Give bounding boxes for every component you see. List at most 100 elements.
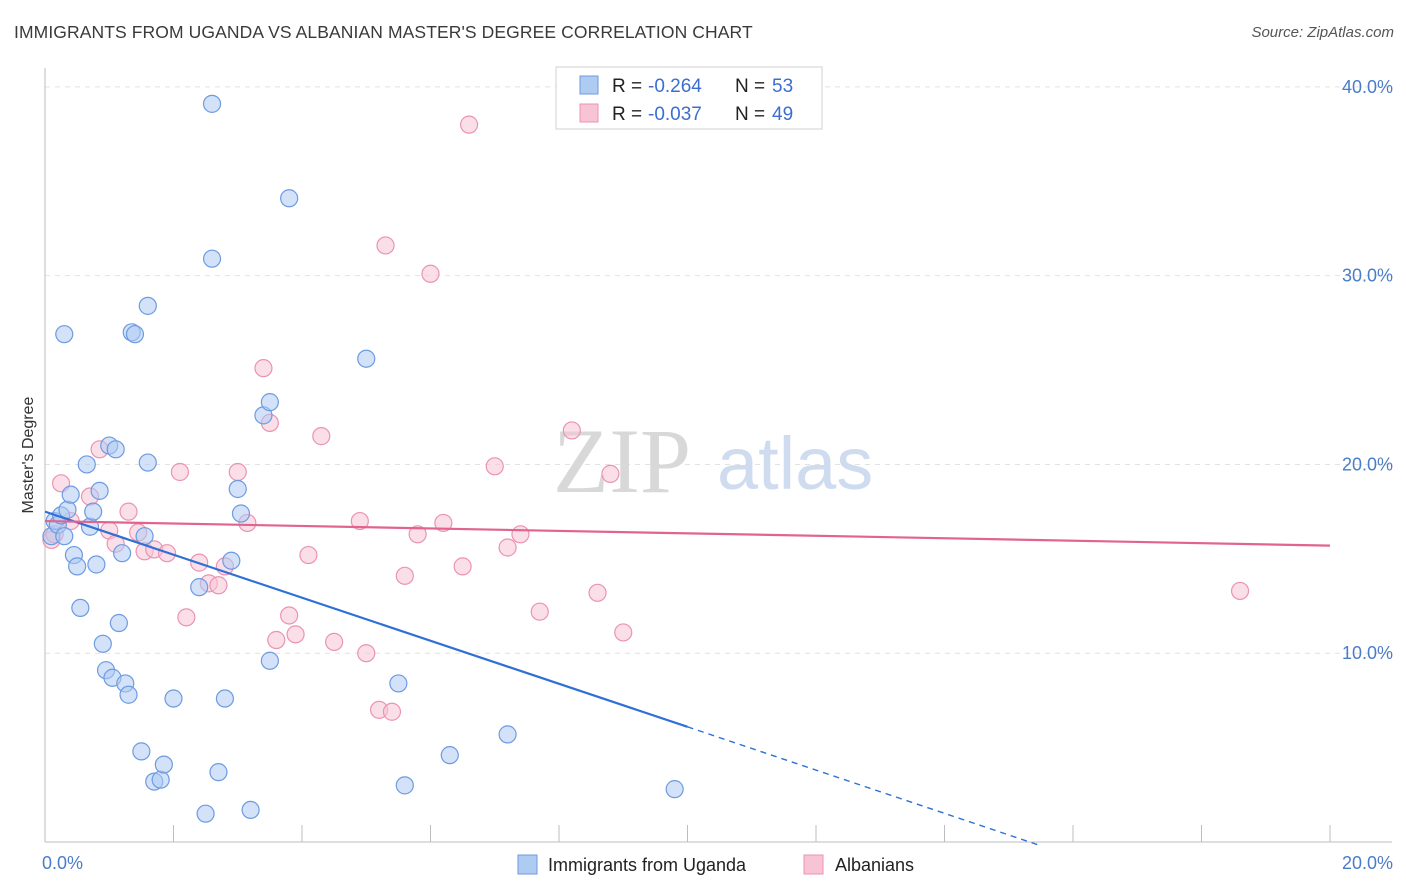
albanians-point xyxy=(614,623,633,642)
uganda-point xyxy=(154,755,173,774)
uganda-point xyxy=(665,780,684,799)
albanians-trend-line xyxy=(44,519,1331,547)
uganda-point xyxy=(87,555,106,574)
stats-legend: R = -0.264 N = 53 R = -0.037 N = 49 xyxy=(555,66,823,130)
albanians-point xyxy=(408,525,427,544)
legend-n-value-uganda: 53 xyxy=(772,76,793,97)
uganda-point xyxy=(215,689,234,708)
uganda-point xyxy=(119,685,138,704)
albanians-point xyxy=(421,264,440,283)
uganda-point xyxy=(55,325,74,344)
albanians-point xyxy=(382,702,402,721)
albanians-point xyxy=(357,644,376,663)
albanians-point xyxy=(286,625,305,644)
albanians-point xyxy=(498,538,517,557)
y-tick-label: 40.0% xyxy=(1342,77,1393,97)
watermark: ZIP atlas xyxy=(553,410,873,512)
uganda-point xyxy=(202,249,222,268)
uganda-point xyxy=(132,742,151,761)
uganda-point xyxy=(222,551,241,570)
uganda-point xyxy=(260,651,279,670)
uganda-point xyxy=(151,770,170,789)
albanians-point xyxy=(170,462,190,482)
albanians-point xyxy=(177,608,196,627)
albanians-point xyxy=(254,359,273,378)
uganda-point xyxy=(228,479,247,499)
albanians-point xyxy=(1230,581,1250,601)
bottom-legend-label-albania: Albanians xyxy=(835,855,914,875)
y-tick-labels: 10.0% 20.0% 30.0% 40.0% xyxy=(1342,77,1393,663)
uganda-point xyxy=(280,189,299,208)
albanians-point xyxy=(299,545,318,565)
uganda-point xyxy=(71,598,90,618)
albanians-point xyxy=(395,566,414,585)
albanians-point xyxy=(601,464,620,483)
legend-r-value-uganda: -0.264 xyxy=(648,76,702,97)
albanians-point xyxy=(228,462,247,482)
albanians-point xyxy=(312,427,331,446)
uganda-point xyxy=(77,455,96,474)
uganda-point xyxy=(440,746,459,765)
uganda-point xyxy=(357,349,376,368)
source-label: Source: ZipAtlas.com xyxy=(1251,24,1394,41)
uganda-point xyxy=(389,674,408,693)
uganda-point xyxy=(202,94,222,113)
legend-swatch-uganda xyxy=(579,75,599,95)
albanians-point xyxy=(325,632,344,651)
albanians-point xyxy=(511,525,530,544)
uganda-points xyxy=(42,94,684,823)
uganda-point xyxy=(498,725,517,744)
albanians-point xyxy=(280,606,299,625)
bottom-legend-swatch-uganda xyxy=(517,854,538,875)
albanians-point xyxy=(459,115,479,134)
albanians-point xyxy=(453,557,472,576)
uganda-point xyxy=(395,776,414,795)
uganda-point xyxy=(93,634,112,653)
albanians-point xyxy=(209,576,228,595)
uganda-trend-line xyxy=(44,510,688,728)
bottom-legend-swatch-albania xyxy=(803,854,824,875)
uganda-point xyxy=(61,485,80,504)
legend-n-label-uganda: N = xyxy=(735,76,765,97)
uganda-point xyxy=(112,544,132,563)
albanians-point xyxy=(530,602,549,621)
legend-r-value-albania: -0.037 xyxy=(648,104,702,125)
gridlines xyxy=(45,86,1392,654)
series-legend: Immigrants from Uganda Albanians xyxy=(517,854,914,875)
legend-n-value-albania: 49 xyxy=(772,104,793,125)
albanians-point xyxy=(376,236,395,255)
trend-lines xyxy=(44,510,1331,847)
y-tick-label: 20.0% xyxy=(1342,454,1393,474)
x-tick-labels: 0.0% 20.0% xyxy=(42,853,1393,873)
y-tick-label: 10.0% xyxy=(1342,643,1393,663)
y-tick-label: 30.0% xyxy=(1342,266,1393,286)
uganda-trend-extension xyxy=(687,726,1042,847)
albanians-point xyxy=(485,457,504,476)
uganda-point xyxy=(190,578,209,597)
x-tick-label-min: 0.0% xyxy=(42,853,83,873)
y-axis-label: Master's Degree xyxy=(20,396,37,513)
uganda-point xyxy=(106,440,125,459)
legend-r-label-uganda: R = xyxy=(612,76,642,97)
watermark-atlas: atlas xyxy=(717,422,873,505)
uganda-point xyxy=(164,689,183,708)
albanians-point xyxy=(267,630,286,650)
uganda-point xyxy=(55,527,74,546)
uganda-point xyxy=(84,502,103,521)
chart-title: IMMIGRANTS FROM UGANDA VS ALBANIAN MASTE… xyxy=(14,22,753,42)
albanians-point xyxy=(434,513,453,533)
uganda-point xyxy=(109,613,128,633)
legend-n-label-albania: N = xyxy=(735,104,765,125)
uganda-point xyxy=(138,296,157,315)
axes xyxy=(44,68,1392,843)
albanians-point xyxy=(588,583,607,602)
uganda-point xyxy=(90,481,109,500)
x-tick-label-max: 20.0% xyxy=(1342,853,1393,873)
uganda-point xyxy=(260,393,279,412)
legend-swatch-albania xyxy=(579,103,599,123)
uganda-point xyxy=(241,800,260,820)
uganda-point xyxy=(125,325,145,344)
uganda-point xyxy=(209,763,228,782)
uganda-point xyxy=(68,557,87,576)
